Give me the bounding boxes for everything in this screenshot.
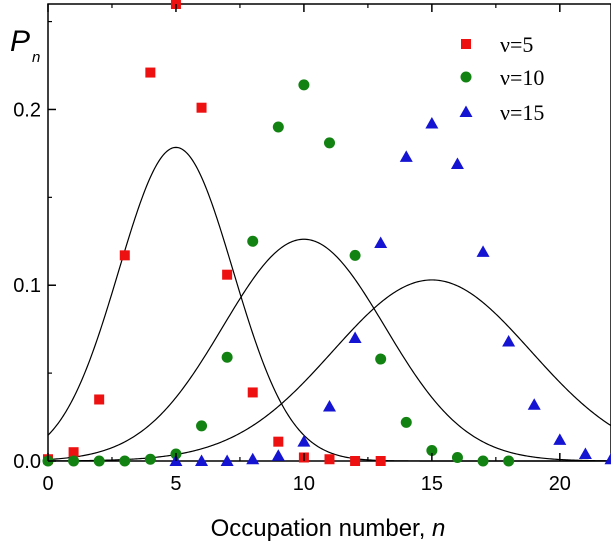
data-point-circle xyxy=(196,420,208,432)
legend-marker-square xyxy=(461,39,471,49)
data-point-triangle xyxy=(399,150,413,162)
data-point-circle xyxy=(400,416,412,428)
y-tick-label: 0.0 xyxy=(13,451,41,473)
fit-curve-3 xyxy=(47,279,611,462)
data-point-circle xyxy=(349,249,361,261)
data-point-triangle xyxy=(450,157,464,169)
data-point-circle xyxy=(272,121,284,133)
data-point-triangle xyxy=(578,447,592,459)
data-point-square xyxy=(273,436,284,447)
x-tick-label: 10 xyxy=(293,473,315,495)
data-point-triangle xyxy=(553,433,567,445)
data-point-triangle xyxy=(425,117,439,129)
legend-label: ν=5 xyxy=(500,32,533,57)
data-point-circle xyxy=(144,453,156,465)
data-point-circle xyxy=(247,235,259,247)
data-point-square xyxy=(94,394,105,405)
data-point-circle xyxy=(375,353,387,365)
data-point-square xyxy=(196,102,207,113)
x-tick-label: 5 xyxy=(170,473,181,495)
data-point-circle xyxy=(503,455,515,467)
data-point-triangle xyxy=(297,435,311,447)
data-point-triangle xyxy=(476,245,490,257)
legend-label: ν=10 xyxy=(500,65,544,90)
data-point-circle xyxy=(426,444,438,456)
axis-ticks: 0 5 10 15 20 0.0 0.1 0.2 xyxy=(13,4,571,495)
data-point-triangle xyxy=(502,334,516,347)
y-axis-label: P xyxy=(10,25,30,58)
data-point-circle xyxy=(93,455,105,467)
data-point-square xyxy=(247,387,258,398)
data-point-triangle xyxy=(246,452,260,465)
legend-label: ν=15 xyxy=(500,100,544,125)
x-tick-label: 20 xyxy=(549,473,571,495)
data-point-triangle xyxy=(195,454,209,466)
fit-curves xyxy=(47,146,611,462)
data-point-square xyxy=(375,456,386,466)
legend-marker-circle xyxy=(460,71,472,83)
x-tick-label: 15 xyxy=(421,473,443,495)
y-axis-label-subscript: n xyxy=(32,49,40,66)
legend-marker-triangle xyxy=(459,105,473,117)
data-point-circle xyxy=(324,137,335,149)
data-point-circle xyxy=(119,455,131,467)
data-point-square xyxy=(222,269,233,280)
data-point-circle xyxy=(477,455,489,467)
data-point-circle xyxy=(68,455,80,467)
data-markers xyxy=(42,0,611,467)
data-point-circle xyxy=(451,451,463,463)
data-point-circle xyxy=(221,351,233,363)
data-point-triangle xyxy=(527,398,541,410)
y-tick-label: 0.1 xyxy=(13,275,41,297)
data-point-triangle xyxy=(374,236,388,249)
data-point-triangle xyxy=(604,452,611,465)
data-point-triangle xyxy=(348,331,362,343)
y-tick-label: 0.2 xyxy=(13,99,41,121)
fit-curve-2 xyxy=(47,238,611,462)
data-point-square xyxy=(350,456,361,466)
x-axis-label: Occupation number, n xyxy=(211,515,446,542)
data-point-square xyxy=(145,67,156,78)
data-point-square xyxy=(119,250,130,261)
data-point-circle xyxy=(298,79,310,91)
x-tick-label: 0 xyxy=(42,473,53,495)
fit-curve-1 xyxy=(47,146,611,462)
data-point-triangle xyxy=(220,454,234,466)
legend: ν=5 ν=10 ν=15 xyxy=(459,32,544,125)
data-point-square xyxy=(324,454,335,465)
data-point-square xyxy=(68,447,79,458)
data-point-triangle xyxy=(323,400,336,412)
data-point-triangle xyxy=(271,449,285,461)
